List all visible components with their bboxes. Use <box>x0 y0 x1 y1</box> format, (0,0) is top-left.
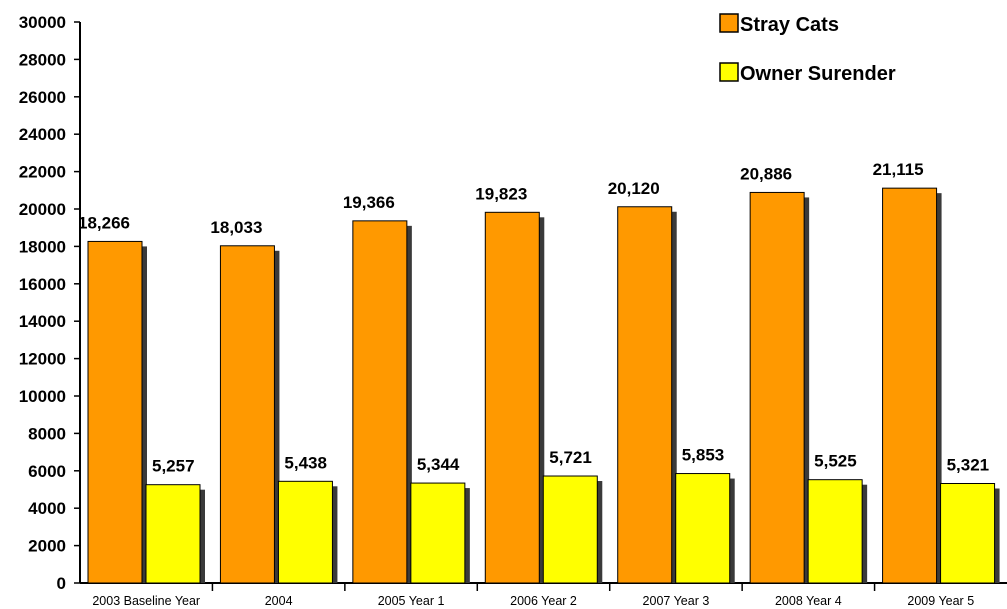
y-tick-label: 30000 <box>19 13 66 32</box>
y-tick-label: 12000 <box>19 350 66 369</box>
bars <box>87 187 1000 584</box>
y-tick-label: 24000 <box>19 125 66 144</box>
y-axis-ticks: 0 2000 4000 6000 8000 10000 12000 14000 16000 180… <box>19 13 80 593</box>
data-label-stray-cats: 20,886 <box>740 164 792 183</box>
data-label-owner-surender: 5,721 <box>549 448 592 467</box>
y-tick-label: 0 <box>57 574 66 593</box>
y-tick-label: 26000 <box>19 88 66 107</box>
y-tick-label: 28000 <box>19 50 66 69</box>
legend-label-owner-surender: Owner Surender <box>740 63 896 85</box>
data-label-owner-surender: 5,257 <box>152 457 195 476</box>
y-tick-label: 16000 <box>19 275 66 294</box>
legend: Stray Cats Owner Surender <box>719 13 896 85</box>
data-label-owner-surender: 5,525 <box>814 452 857 471</box>
bar-stray-cats <box>219 245 275 584</box>
data-label-owner-surender: 5,344 <box>417 455 460 474</box>
data-label-owner-surender: 5,853 <box>682 446 725 465</box>
legend-label-stray-cats: Stray Cats <box>740 14 839 36</box>
x-tick-label: 2009 Year 5 <box>907 594 974 608</box>
legend-swatch-stray-cats <box>719 13 739 33</box>
data-label-stray-cats: 18,266 <box>78 213 130 232</box>
data-label-stray-cats: 20,120 <box>608 179 660 198</box>
y-tick-label: 20000 <box>19 200 66 219</box>
bar-owner-surender <box>410 482 466 584</box>
bar-owner-surender <box>145 484 201 584</box>
legend-swatch-owner-surender <box>719 62 739 82</box>
x-tick-label: 2004 <box>265 594 293 608</box>
bar-stray-cats <box>617 206 673 584</box>
x-tick-label: 2006 Year 2 <box>510 594 577 608</box>
data-label-stray-cats: 19,366 <box>343 193 395 212</box>
legend-item-stray-cats: Stray Cats <box>719 13 839 36</box>
y-tick-label: 4000 <box>28 499 66 518</box>
bar-stray-cats <box>87 240 143 584</box>
bar-stray-cats <box>749 191 805 584</box>
bar-owner-surender <box>675 473 731 584</box>
bar-stray-cats <box>352 220 408 584</box>
data-label-owner-surender: 5,321 <box>947 455 990 474</box>
data-label-stray-cats: 19,823 <box>475 184 527 203</box>
bar-stray-cats <box>882 187 938 584</box>
data-label-stray-cats: 18,033 <box>210 218 262 237</box>
data-label-stray-cats: 21,115 <box>873 160 924 179</box>
y-tick-label: 6000 <box>28 462 66 481</box>
bar-owner-surender <box>542 475 598 584</box>
x-axis-labels: 2003 Baseline Year 2004 2005 Year 1 2006 Ye… <box>92 583 974 608</box>
y-tick-label: 8000 <box>28 424 66 443</box>
data-label-owner-surender: 5,438 <box>284 453 327 472</box>
bar-owner-surender <box>277 480 333 584</box>
bar-owner-surender <box>940 482 996 584</box>
legend-item-owner-surender: Owner Surender <box>719 62 896 85</box>
x-tick-label: 2005 Year 1 <box>378 594 445 608</box>
x-tick-label: 2003 Baseline Year <box>92 594 200 608</box>
bar-stray-cats <box>484 211 540 584</box>
y-tick-label: 2000 <box>28 537 66 556</box>
y-tick-label: 22000 <box>19 163 66 182</box>
y-tick-label: 10000 <box>19 387 66 406</box>
data-labels: 18,266 18,033 19,366 19,823 20,120 20,886 21,1… <box>78 160 989 476</box>
y-tick-label: 14000 <box>19 312 66 331</box>
y-tick-label: 18000 <box>19 237 66 256</box>
bar-owner-surender <box>807 479 863 584</box>
x-tick-label: 2007 Year 3 <box>643 594 710 608</box>
x-tick-label: 2008 Year 4 <box>775 594 842 608</box>
